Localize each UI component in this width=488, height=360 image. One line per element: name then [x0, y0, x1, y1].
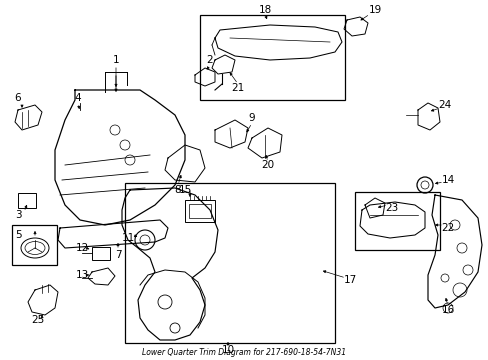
- Text: 9: 9: [248, 113, 255, 123]
- Bar: [18, 193, 36, 208]
- Text: 12: 12: [75, 243, 88, 253]
- Text: Lower Quarter Trim Diagram for 217-690-18-54-7N31: Lower Quarter Trim Diagram for 217-690-1…: [142, 348, 346, 357]
- Text: 13: 13: [75, 270, 88, 280]
- Text: 14: 14: [441, 175, 454, 185]
- Bar: [189, 204, 210, 218]
- Bar: [12, 225, 57, 265]
- Bar: [92, 247, 110, 260]
- Bar: [184, 200, 215, 222]
- Text: 3: 3: [15, 210, 21, 220]
- Text: 15: 15: [178, 185, 191, 195]
- Text: 1: 1: [112, 55, 119, 65]
- Text: 23: 23: [385, 203, 398, 213]
- Text: 17: 17: [343, 275, 356, 285]
- Text: 18: 18: [258, 5, 271, 15]
- Text: 10: 10: [221, 345, 234, 355]
- Text: 20: 20: [261, 160, 274, 170]
- Text: 21: 21: [231, 83, 244, 93]
- Text: 2: 2: [206, 55, 213, 65]
- Text: 19: 19: [367, 5, 381, 15]
- Bar: [125, 183, 334, 343]
- Text: 8: 8: [174, 185, 181, 195]
- Text: 7: 7: [115, 250, 121, 260]
- Bar: [354, 192, 439, 250]
- Text: 24: 24: [437, 100, 451, 110]
- Text: 5: 5: [15, 230, 21, 240]
- Text: 16: 16: [441, 305, 454, 315]
- Text: 6: 6: [15, 93, 21, 103]
- Text: 22: 22: [441, 223, 454, 233]
- Text: 4: 4: [75, 93, 81, 103]
- Bar: [200, 15, 345, 100]
- Text: 11: 11: [121, 233, 134, 243]
- Text: 25: 25: [31, 315, 44, 325]
